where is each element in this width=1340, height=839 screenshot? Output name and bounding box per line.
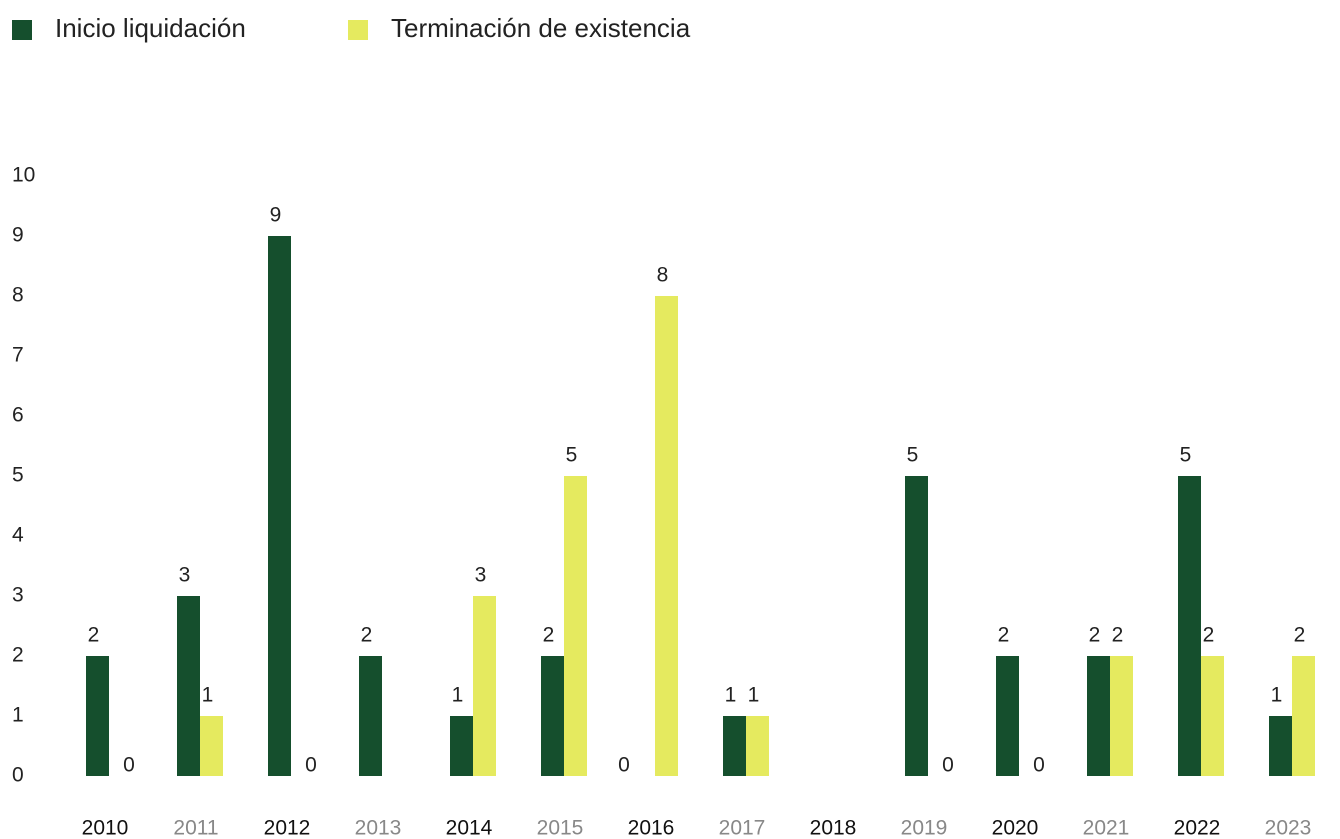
- x-tick-label: 2012: [264, 817, 311, 839]
- legend-label: Inicio liquidación: [55, 13, 246, 43]
- value-label: 3: [179, 564, 191, 587]
- bar: [86, 656, 109, 776]
- x-tick-label: 2022: [1174, 817, 1221, 839]
- value-label: 3: [475, 564, 487, 587]
- x-tick-label: 2015: [537, 817, 584, 839]
- value-label: 2: [1089, 624, 1101, 647]
- bar: [996, 656, 1019, 776]
- value-label: 2: [543, 624, 555, 647]
- x-tick-label: 2021: [1083, 817, 1130, 839]
- bar: [268, 236, 291, 776]
- value-label: 0: [942, 754, 954, 777]
- x-tick-label: 2016: [628, 817, 675, 839]
- y-tick-label: 0: [12, 764, 24, 787]
- y-tick-label: 3: [12, 584, 24, 607]
- value-label: 5: [566, 444, 578, 467]
- y-tick-label: 2: [12, 644, 24, 667]
- value-label: 5: [1180, 444, 1192, 467]
- x-tick-label: 2014: [446, 817, 493, 839]
- bar: [1201, 656, 1224, 776]
- bar: [564, 476, 587, 776]
- value-label: 1: [452, 684, 464, 707]
- value-label: 9: [270, 204, 282, 227]
- value-label: 5: [907, 444, 919, 467]
- value-label: 2: [998, 624, 1010, 647]
- value-label: 2: [1294, 624, 1306, 647]
- y-tick-label: 5: [12, 464, 24, 487]
- y-tick-label: 1: [12, 704, 24, 727]
- legend-swatch: [348, 20, 368, 40]
- bar: [1110, 656, 1133, 776]
- x-tick-label: 2019: [901, 817, 948, 839]
- x-tick-label: 2020: [992, 817, 1039, 839]
- bar: [359, 656, 382, 776]
- bar: [200, 716, 223, 776]
- value-label: 8: [657, 264, 669, 287]
- bar: [1269, 716, 1292, 776]
- y-tick-label: 8: [12, 284, 24, 307]
- value-label: 0: [1033, 754, 1045, 777]
- value-label: 1: [748, 684, 760, 707]
- bar: [177, 596, 200, 776]
- bar: [450, 716, 473, 776]
- bar: [541, 656, 564, 776]
- value-label: 2: [1112, 624, 1124, 647]
- y-tick-label: 4: [12, 524, 24, 547]
- x-tick-label: 2017: [719, 817, 766, 839]
- value-label: 0: [305, 754, 317, 777]
- bar: [1178, 476, 1201, 776]
- value-label: 2: [1203, 624, 1215, 647]
- bar: [1292, 656, 1315, 776]
- value-label: 1: [725, 684, 737, 707]
- value-label: 1: [202, 684, 214, 707]
- y-tick-label: 7: [12, 344, 24, 367]
- value-label: 1: [1271, 684, 1283, 707]
- x-tick-label: 2011: [173, 817, 218, 839]
- x-tick-label: 2018: [810, 817, 857, 839]
- y-tick-label: 6: [12, 404, 24, 427]
- legend-swatch: [12, 20, 32, 40]
- x-tick-label: 2013: [355, 817, 402, 839]
- y-tick-label: 9: [12, 224, 24, 247]
- bar: [723, 716, 746, 776]
- value-label: 2: [88, 624, 100, 647]
- bar: [655, 296, 678, 776]
- x-tick-label: 2010: [82, 817, 129, 839]
- bar: [746, 716, 769, 776]
- bar: [905, 476, 928, 776]
- bar: [473, 596, 496, 776]
- x-tick-label: 2023: [1265, 817, 1312, 839]
- value-label: 0: [123, 754, 135, 777]
- bar: [1087, 656, 1110, 776]
- value-label: 0: [618, 754, 630, 777]
- value-label: 2: [361, 624, 373, 647]
- legend-label: Terminación de existencia: [391, 13, 691, 43]
- y-tick-label: 10: [12, 164, 35, 187]
